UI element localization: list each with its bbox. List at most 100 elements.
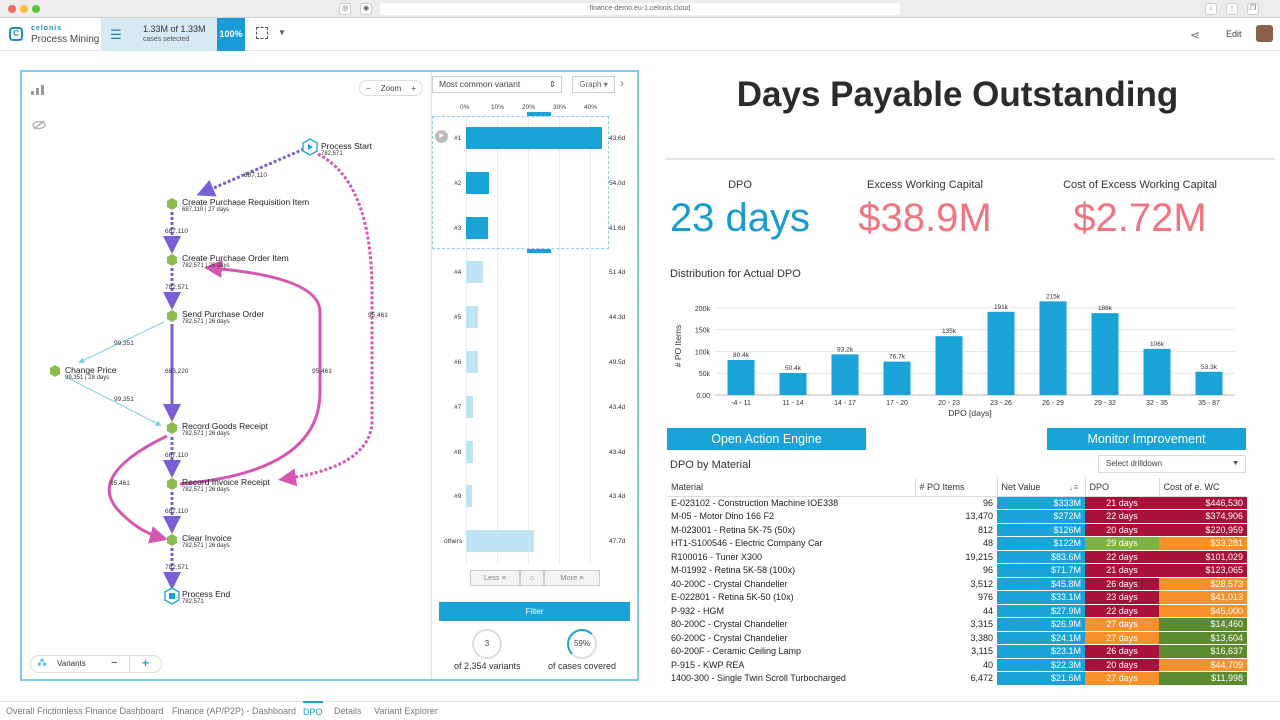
table-row[interactable]: M-023001 - Retina 5K-75 (50x) 812 $126M 20 … bbox=[667, 523, 1247, 537]
table-row[interactable]: M-01992 - Retina 5K-58 (100x) 96 $71.7M 21 … bbox=[667, 563, 1247, 578]
tab-variant-explorer[interactable]: Variant Explorer bbox=[374, 706, 438, 716]
column-header-cost[interactable]: Cost of e. WC bbox=[1159, 478, 1247, 497]
node-goods-shape[interactable] bbox=[167, 422, 177, 434]
zoom-out-icon[interactable]: − bbox=[366, 84, 371, 93]
node-send-shape[interactable] bbox=[167, 310, 177, 322]
variants-increase-button[interactable]: + bbox=[142, 656, 150, 670]
variant-bar[interactable] bbox=[466, 216, 488, 239]
chart-bar[interactable] bbox=[1039, 301, 1067, 395]
variant-bar[interactable] bbox=[466, 171, 490, 194]
tab-finance-dashboard[interactable]: Finance (AP/P2P) - Dashboard bbox=[172, 706, 297, 716]
close-window-icon[interactable] bbox=[8, 5, 16, 13]
table-row[interactable]: E-022801 - Retina 5K-50 (10x) 976 $33.1M 23… bbox=[667, 590, 1247, 605]
cell-net-value: $122M bbox=[997, 536, 1085, 551]
variant-bar[interactable] bbox=[466, 351, 478, 373]
tabs-icon[interactable]: ❐ bbox=[1247, 3, 1259, 15]
column-header-material[interactable]: Material bbox=[667, 478, 916, 497]
edge-start-to-requisition[interactable] bbox=[196, 147, 305, 197]
view-select[interactable]: Graph ▾ bbox=[572, 76, 615, 93]
chart-bar[interactable] bbox=[831, 354, 859, 395]
zoom-control[interactable]: − Zoom + bbox=[359, 80, 423, 96]
hide-icon[interactable] bbox=[32, 120, 46, 130]
variant-bar[interactable] bbox=[466, 440, 473, 463]
shield-icon[interactable]: ◎ bbox=[339, 3, 351, 15]
chart-bar[interactable] bbox=[727, 359, 755, 395]
table-row[interactable]: 40-200C - Crystal Chandelier 3,512 $45.8M 2… bbox=[667, 577, 1247, 591]
process-graph[interactable]: − Zoom + bbox=[22, 72, 430, 679]
table-row[interactable]: HT1-S100546 - Electric Company Car 48 $122… bbox=[667, 536, 1247, 551]
extension-icon[interactable]: ◉ bbox=[360, 3, 372, 15]
variant-bar[interactable] bbox=[466, 485, 473, 508]
column-header-dpo[interactable]: DPO bbox=[1085, 478, 1160, 497]
chart-bar[interactable] bbox=[1091, 313, 1119, 395]
data-label: 93.2k bbox=[837, 346, 854, 353]
chart-bar[interactable] bbox=[987, 311, 1015, 395]
table-row[interactable]: E-023102 - Construction Machine IOE338 96… bbox=[667, 496, 1247, 510]
share-icon[interactable]: ⋖ bbox=[1190, 28, 1201, 42]
edge-start-to-invoice[interactable] bbox=[278, 152, 374, 487]
url-bar[interactable]: finance-demo.eu-1.celonis.cloud bbox=[380, 3, 900, 15]
table-row[interactable]: P-915 - KWP REA 40 $22.3M 20 days $44,709 bbox=[667, 658, 1247, 672]
selection-summary[interactable]: 1.33M of 1.33M cases selected bbox=[131, 18, 217, 51]
maximize-window-icon[interactable] bbox=[32, 5, 40, 13]
node-change-shape[interactable] bbox=[50, 365, 60, 377]
download-icon[interactable]: ↓ bbox=[1205, 3, 1217, 15]
node-clear-shape[interactable] bbox=[167, 534, 177, 546]
chart-bar[interactable] bbox=[779, 373, 807, 395]
home-icon[interactable]: ⌂ bbox=[520, 570, 544, 586]
node-requisition-shape[interactable] bbox=[167, 198, 177, 210]
sort-caret-icon: ⇕ bbox=[548, 79, 556, 89]
table-row[interactable]: M-05 - Motor Dino 166 F2 13,470 $272M 22 da… bbox=[667, 509, 1247, 524]
chart-bar[interactable] bbox=[935, 336, 963, 395]
chevron-right-icon[interactable]: › bbox=[620, 76, 624, 90]
monitor-improvement-button[interactable]: Monitor Improvement bbox=[1047, 428, 1246, 450]
avatar[interactable] bbox=[1256, 25, 1273, 42]
variant-bar[interactable] bbox=[466, 530, 535, 553]
filter-button[interactable]: Filter bbox=[439, 602, 630, 621]
table-row[interactable]: 60-200F - Ceramic Ceiling Lamp 3,115 $23.1… bbox=[667, 644, 1247, 659]
chevron-down-icon[interactable]: ▼ bbox=[278, 28, 286, 37]
tab-overall-dashboard[interactable]: Overall Frictionless Finance Dashboard bbox=[6, 706, 164, 716]
selection-handle-top[interactable] bbox=[527, 112, 551, 116]
table-row[interactable]: 1400-300 - Single Twin Scroll Turbocharg… bbox=[667, 671, 1247, 686]
menu-icon[interactable]: ☰ bbox=[101, 18, 131, 51]
less-button[interactable]: Less ≡ bbox=[470, 570, 520, 586]
stats-icon[interactable] bbox=[31, 85, 45, 95]
chart-bar[interactable] bbox=[883, 361, 911, 395]
sort-desc-icon[interactable]: ↓≡ bbox=[1068, 481, 1079, 492]
node-invoice-shape[interactable] bbox=[167, 478, 177, 490]
variant-bar[interactable] bbox=[466, 306, 479, 329]
data-label: 215k bbox=[1046, 293, 1061, 300]
variant-bar[interactable] bbox=[466, 127, 603, 149]
selection-tool-icon[interactable] bbox=[256, 27, 268, 39]
chart-bar[interactable] bbox=[1143, 348, 1171, 395]
chart-bar[interactable] bbox=[1195, 371, 1223, 395]
table-row[interactable]: 60-200C - Crystal Chandelier 3,380 $24.1M 2… bbox=[667, 631, 1247, 645]
edge-invoice-to-po[interactable] bbox=[179, 260, 322, 486]
variant-bar[interactable] bbox=[466, 395, 473, 418]
selected-variants-frame[interactable] bbox=[432, 116, 609, 249]
minimize-window-icon[interactable] bbox=[20, 5, 28, 13]
node-po-shape[interactable] bbox=[167, 254, 177, 266]
more-button[interactable]: More ≡ bbox=[544, 570, 600, 586]
table-row[interactable]: P-932 - HGM 44 $27.9M 22 days $45,000 bbox=[667, 604, 1247, 618]
edge-goods-to-clear[interactable] bbox=[107, 434, 168, 544]
drilldown-select[interactable]: Select drilldown ▼ bbox=[1098, 455, 1246, 473]
share-browser-icon[interactable]: ↑ bbox=[1226, 3, 1238, 15]
tab-details[interactable]: Details bbox=[334, 706, 362, 716]
edge-send-to-change[interactable] bbox=[78, 321, 165, 363]
edge-change-to-goods[interactable] bbox=[65, 376, 162, 426]
edit-button[interactable]: Edit bbox=[1226, 29, 1242, 39]
tab-dpo[interactable]: DPO bbox=[303, 701, 323, 717]
zoom-in-icon[interactable]: + bbox=[411, 84, 416, 93]
variants-decrease-button[interactable]: − bbox=[111, 657, 118, 669]
column-header-po-items[interactable]: # PO Items bbox=[915, 478, 998, 497]
selection-handle-bottom[interactable] bbox=[527, 249, 551, 253]
column-header-net-value[interactable]: Net Value ↓≡ bbox=[997, 478, 1086, 497]
variant-select[interactable]: Most common variant ⇕ bbox=[432, 76, 562, 93]
table-row[interactable]: R100016 - Tuner X300 19,215 $83.6M 22 days $… bbox=[667, 550, 1247, 564]
play-variant-icon[interactable]: ▶ bbox=[435, 130, 448, 143]
open-action-engine-button[interactable]: Open Action Engine bbox=[667, 428, 866, 450]
table-row[interactable]: 80-200C - Crystal Chandelier 3,315 $26.9M 2… bbox=[667, 617, 1247, 632]
variant-bar[interactable] bbox=[466, 261, 484, 284]
